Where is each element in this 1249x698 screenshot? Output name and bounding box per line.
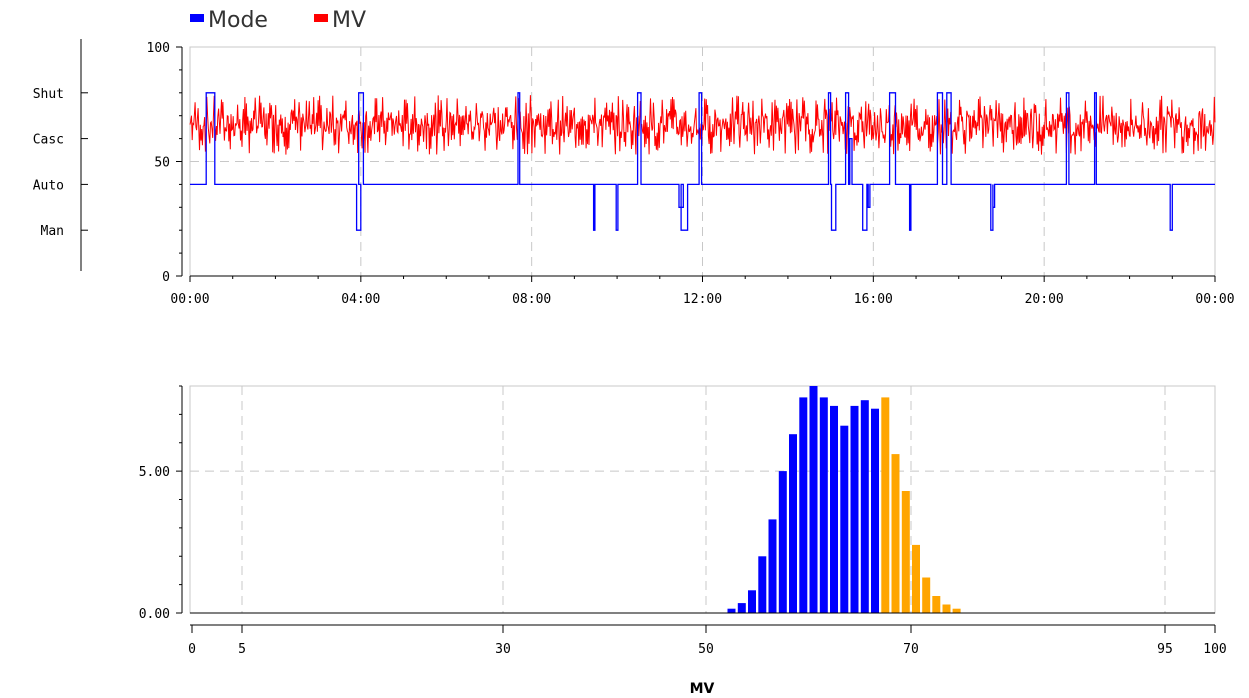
legend-label-mv: MV xyxy=(332,8,366,33)
mode-axis-label: Man xyxy=(41,224,64,239)
legend-swatch-mv xyxy=(314,14,328,22)
trend-y-tick-label: 50 xyxy=(154,156,170,171)
mode-axis-label: Casc xyxy=(33,133,64,148)
histogram-grid xyxy=(190,386,1215,613)
trend-chart: 00:00 04:00 08:00 12:00 16:00 20:00 00:0005010… xyxy=(33,39,1235,307)
histogram-x-axis-title: MV xyxy=(690,681,715,697)
trend-y-tick-label: 0 xyxy=(162,270,170,285)
histogram-x-tick-label: 50 xyxy=(698,642,714,657)
histogram-y-tick-label: 5.00 xyxy=(139,465,170,480)
histogram-x-tick-label: 70 xyxy=(903,642,919,657)
trend-x-tick-label: 00:00 xyxy=(170,292,209,307)
histogram-bar xyxy=(819,397,828,613)
histogram-x-tick-label: 5 xyxy=(238,642,246,657)
histogram-bar xyxy=(901,491,910,613)
trend-y-tick-label: 100 xyxy=(147,41,170,56)
histogram-bar xyxy=(830,405,838,613)
trend-x-tick-label: 20:00 xyxy=(1025,292,1064,307)
histogram-bar xyxy=(758,556,767,614)
legend: Mode MV xyxy=(190,8,366,33)
legend-swatch-mode xyxy=(190,14,204,22)
trend-grid xyxy=(190,47,1215,276)
histogram-x-tick-label: 95 xyxy=(1157,642,1173,657)
histogram-x-tick-label: 0 xyxy=(188,642,196,657)
histogram-bar xyxy=(778,471,787,613)
histogram-bar xyxy=(871,408,879,613)
histogram-bar xyxy=(860,400,869,613)
histogram-bar xyxy=(952,608,961,613)
histogram-bar xyxy=(942,604,951,613)
histogram-bar xyxy=(737,603,746,613)
histogram-bars xyxy=(727,386,961,614)
histogram-plot-area xyxy=(189,385,1216,614)
legend-label-mode: Mode xyxy=(208,8,268,33)
histogram-x-tick-label: 30 xyxy=(495,642,511,657)
histogram-axes: 0 5 30 50 70 95 100 0.00 5.00 xyxy=(139,385,1227,657)
histogram-bar xyxy=(809,386,818,613)
histogram-bar xyxy=(912,544,920,613)
mode-axis: Shut Casc Auto Man xyxy=(33,39,88,271)
trend-axes: 00:00 04:00 08:00 12:00 16:00 20:00 00:0005010… xyxy=(147,41,1235,307)
histogram-bar xyxy=(922,577,931,613)
histogram-bar xyxy=(891,454,900,613)
histogram-bar xyxy=(932,596,941,613)
mode-axis-label: Shut xyxy=(33,87,64,102)
trend-x-tick-label: 08:00 xyxy=(512,292,551,307)
mv-line xyxy=(189,95,1216,155)
histogram-bar xyxy=(881,397,890,613)
histogram-x-tick-label: 100 xyxy=(1203,642,1226,657)
histogram-bar xyxy=(789,434,797,613)
histogram-bar xyxy=(840,425,849,613)
trend-x-tick-label: 00:00 xyxy=(1195,292,1234,307)
histogram-bar xyxy=(748,590,756,613)
mv-series xyxy=(189,95,1216,155)
trend-x-tick-label: 12:00 xyxy=(683,292,722,307)
histogram-bar xyxy=(850,405,859,613)
histogram-chart: 0 5 30 50 70 95 100 0.00 5.00 MV xyxy=(139,385,1227,697)
histogram-bar xyxy=(799,397,808,613)
trend-x-tick-label: 16:00 xyxy=(854,292,893,307)
trend-x-tick-label: 04:00 xyxy=(341,292,380,307)
mode-series xyxy=(190,92,1215,231)
mode-axis-label: Auto xyxy=(33,178,64,193)
histogram-bar xyxy=(768,519,777,613)
histogram-bar xyxy=(727,608,736,613)
mode-line xyxy=(190,92,1215,231)
histogram-y-tick-label: 0.00 xyxy=(139,607,170,622)
